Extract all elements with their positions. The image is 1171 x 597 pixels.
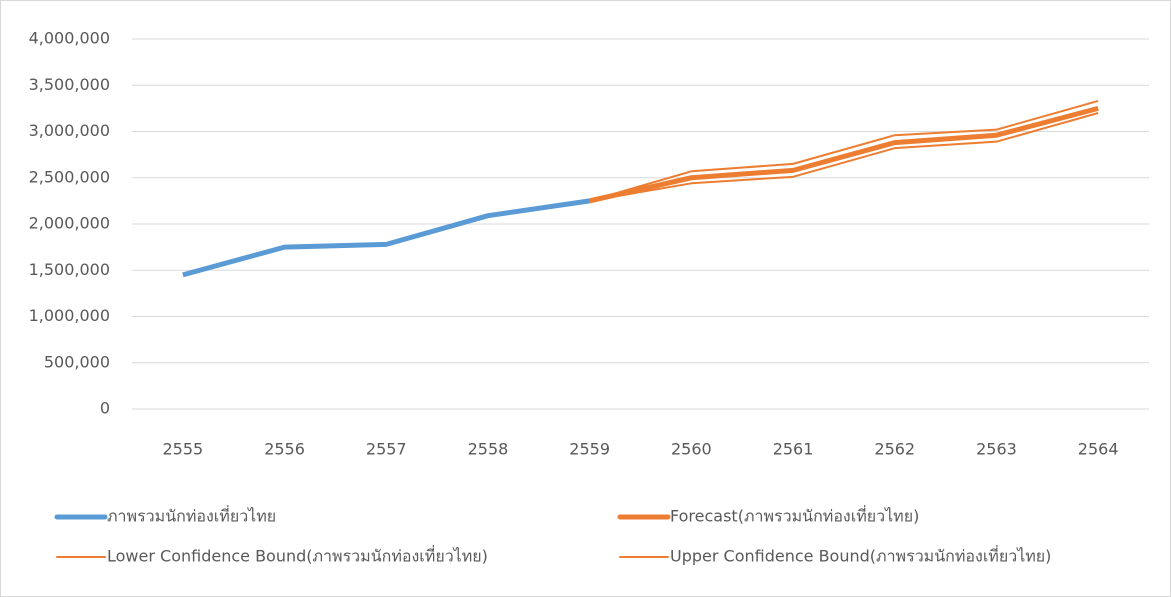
x-tick-label: 2561: [773, 440, 814, 459]
y-tick-label: 4,000,000: [29, 29, 110, 48]
y-tick-label: 3,000,000: [29, 121, 110, 140]
y-tick-label: 2,500,000: [29, 167, 110, 186]
x-tick-label: 2558: [468, 440, 509, 459]
y-tick-label: 0: [100, 399, 110, 418]
x-tick-label: 2564: [1078, 440, 1119, 459]
x-tick-label: 2555: [162, 440, 203, 459]
y-tick-label: 2,000,000: [29, 214, 110, 233]
x-tick-label: 2560: [671, 440, 712, 459]
legend-label: Forecast(ภาพรวมนักท่องเที่ยวไทย): [670, 505, 919, 526]
series-line: [182, 198, 591, 278]
legend-label: ภาพรวมนักท่องเที่ยวไทย: [107, 505, 276, 526]
x-tick-label: 2559: [569, 440, 610, 459]
series-line: [589, 105, 1099, 204]
x-tick-label: 2557: [366, 440, 407, 459]
series-line: [589, 100, 1099, 202]
series-line: [589, 112, 1099, 202]
y-tick-label: 3,500,000: [29, 75, 110, 94]
y-tick-label: 1,000,000: [29, 306, 110, 325]
y-tick-label: 1,500,000: [29, 260, 110, 279]
x-tick-label: 2563: [976, 440, 1017, 459]
legend-label: Upper Confidence Bound(ภาพรวมนักท่องเที่…: [670, 545, 1051, 566]
x-tick-label: 2556: [264, 440, 305, 459]
y-tick-label: 500,000: [44, 352, 110, 371]
x-tick-label: 2562: [874, 440, 915, 459]
legend-label: Lower Confidence Bound(ภาพรวมนักท่องเที่…: [107, 545, 488, 566]
